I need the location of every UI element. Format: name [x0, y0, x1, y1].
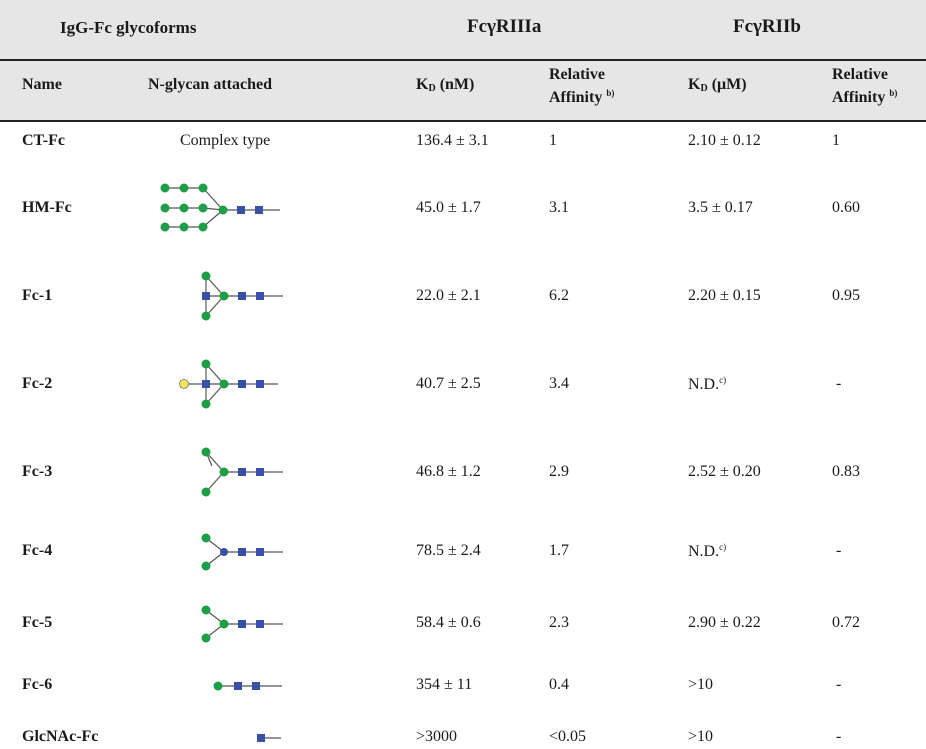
rel-fcgr2b-value: 0.60 — [832, 199, 860, 216]
kd-fcgr3a-value: 45.0 ± 1.7 — [416, 199, 481, 216]
kd-fcgr3a-value: 46.8 ± 1.2 — [416, 463, 481, 480]
glycan-text: Complex type — [180, 132, 271, 149]
kd-fcgr2b-value: 2.20 ± 0.15 — [688, 287, 761, 304]
row-name: Fc-4 — [22, 542, 53, 559]
glycan-fc5-icon — [201, 605, 283, 643]
kd-fcgr2b-value: >10 — [688, 676, 714, 693]
kd-fcgr2b-value: 3.5 ± 0.17 — [688, 199, 753, 216]
rel-fcgr2b-value: - — [836, 542, 842, 559]
rel-fcgr3a-value: 2.9 — [549, 463, 569, 480]
rel-fcgr2b-value: - — [836, 728, 842, 745]
glycan-fc6-icon — [213, 681, 282, 691]
group-header-fcgr2b: FcγRIIb — [733, 16, 802, 37]
kd-fcgr2b-value: 2.90 ± 0.22 — [688, 614, 761, 631]
rel-fcgr2b-value: 1 — [832, 132, 840, 149]
high-mannose-glycan-icon — [160, 183, 280, 232]
header-top-rule — [0, 59, 926, 61]
rel-fcgr2b-value: - — [836, 676, 842, 693]
kd-fcgr3a-value: 354 ± 11 — [416, 676, 473, 693]
kd-fcgr3a-value: 58.4 ± 0.6 — [416, 614, 481, 631]
kd-fcgr3a-value: 22.0 ± 2.1 — [416, 287, 481, 304]
rel-fcgr3a-value: 2.3 — [549, 614, 569, 631]
rel-fcgr3a-value: 3.1 — [549, 199, 569, 216]
col-header-glycan: N-glycan attached — [148, 76, 272, 93]
header-band — [0, 0, 926, 122]
kd-fcgr3a-value: 136.4 ± 3.1 — [416, 132, 489, 149]
rel-fcgr2b-value: 0.83 — [832, 463, 860, 480]
header-bottom-rule — [0, 120, 926, 122]
row-name: Fc-2 — [22, 375, 53, 392]
rel-fcgr2b-value: 0.72 — [832, 614, 860, 631]
group-header-fcgr3a: FcγRIIIa — [467, 16, 542, 37]
kd-fcgr2b-value: >10 — [688, 728, 714, 745]
row-name: Fc-1 — [22, 287, 53, 304]
row-name: GlcNAc-Fc — [22, 728, 99, 745]
kd-fcgr3a-value: 40.7 ± 2.5 — [416, 375, 481, 392]
rel-fcgr3a-value: 1.7 — [549, 542, 569, 559]
glycan-fc2-icon — [179, 359, 278, 409]
rel-fcgr2b-value: - — [836, 375, 842, 392]
rel-fcgr3a-value: <0.05 — [549, 728, 587, 745]
glycan-fc4-icon — [201, 533, 283, 571]
rel-fcgr2b-value: 0.95 — [832, 287, 860, 304]
col-header-rel-fcgr3a: Relative Affinity b) — [549, 66, 615, 106]
kd-fcgr3a-value: 78.5 ± 2.4 — [416, 542, 481, 559]
row-name: Fc-5 — [22, 614, 53, 631]
kd-fcgr3a-value: >3000 — [416, 728, 458, 745]
kd-fcgr2b-value: N.D.c) — [688, 542, 727, 560]
rel-fcgr3a-value: 0.4 — [549, 676, 569, 693]
col-header-rel-fcgr2b: Relative Affinity b) — [832, 66, 898, 106]
rel-fcgr3a-value: 3.4 — [549, 375, 569, 392]
glycan-fc3-icon — [201, 447, 283, 497]
row-name: CT-Fc — [22, 132, 65, 149]
row-name: Fc-6 — [22, 676, 53, 693]
row-name: HM-Fc — [22, 199, 72, 216]
kd-fcgr2b-value: 2.10 ± 0.12 — [688, 132, 761, 149]
kd-fcgr2b-value: 2.52 ± 0.20 — [688, 463, 761, 480]
col-header-kd-fcgr3a: KD (nM) — [416, 76, 475, 94]
col-header-kd-fcgr2b: KD (μM) — [688, 76, 747, 94]
rel-fcgr3a-value: 1 — [549, 132, 557, 149]
group-header-glycoforms: IgG-Fc glycoforms — [60, 18, 197, 37]
glycan-fc1-icon — [201, 271, 283, 321]
rel-fcgr3a-value: 6.2 — [549, 287, 569, 304]
glcnac-glycan-icon — [257, 734, 281, 742]
row-name: Fc-3 — [22, 463, 53, 480]
kd-fcgr2b-value: N.D.c) — [688, 375, 727, 393]
col-header-name: Name — [22, 76, 62, 93]
